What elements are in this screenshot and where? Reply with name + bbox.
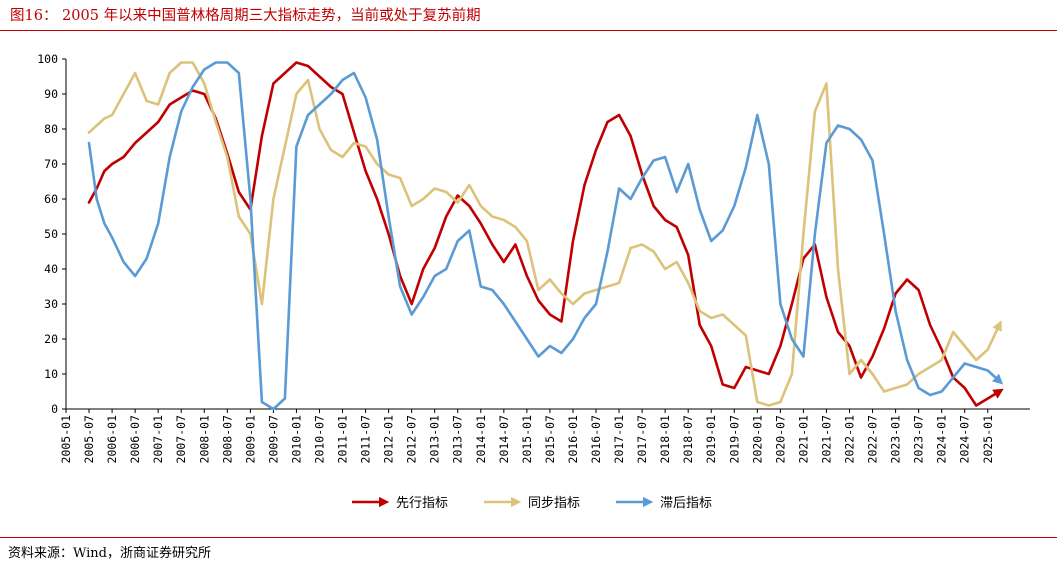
legend-label-3: 滞后指标 [660, 496, 712, 511]
x-tick-label: 2017-07 [635, 415, 649, 464]
x-tick-label: 2015-07 [543, 415, 557, 464]
series-line-2 [87, 61, 1002, 407]
x-tick-label: 2010-07 [312, 415, 326, 464]
x-tick-label: 2005-01 [59, 415, 73, 464]
x-tick-label: 2020-07 [773, 415, 787, 464]
x-tick-label: 2025-01 [981, 415, 995, 464]
x-tick-label: 2006-07 [128, 415, 142, 464]
chart-legend: 先行指标 同步指标 滞后指标 [352, 496, 712, 511]
legend-label-1: 先行指标 [396, 496, 448, 511]
x-tick-label: 2021-07 [819, 415, 833, 464]
x-tick-label: 2015-01 [520, 415, 534, 464]
y-tick-label: 60 [44, 192, 58, 206]
y-tick-label: 20 [44, 332, 58, 346]
x-tick-label: 2011-01 [336, 415, 350, 464]
title-divider [0, 30, 1057, 31]
x-tick-label: 2016-01 [566, 415, 580, 464]
chart-series [87, 61, 1004, 411]
y-tick-label: 90 [44, 87, 58, 101]
legend-label-2: 同步指标 [528, 496, 580, 511]
y-tick-label: 100 [37, 52, 58, 66]
y-tick-label: 0 [51, 402, 58, 416]
x-tick-label: 2012-07 [405, 415, 419, 464]
y-tick-label: 70 [44, 157, 58, 171]
x-tick-label: 2013-01 [428, 415, 442, 464]
x-tick-label: 2006-01 [105, 415, 119, 464]
x-tick-label: 2013-07 [451, 415, 465, 464]
x-tick-label: 2012-01 [382, 415, 396, 464]
x-tick-label: 2008-07 [220, 415, 234, 464]
x-tick-label: 2018-07 [681, 415, 695, 464]
x-tick-label: 2022-07 [866, 415, 880, 464]
x-tick-label: 2008-01 [197, 415, 211, 464]
chart-axes: 0 10 20 30 40 50 60 70 80 90 100 2005-01 2005-07 2006… [37, 52, 1030, 463]
x-tick-label: 2024-01 [935, 415, 949, 464]
x-tick-label: 2007-07 [174, 415, 188, 464]
y-tick-label: 30 [44, 297, 58, 311]
x-tick-label: 2023-07 [912, 415, 926, 464]
x-tick-label: 2009-01 [243, 415, 257, 464]
x-tick-label: 2023-01 [889, 415, 903, 464]
x-tick-label: 2019-01 [704, 415, 718, 464]
y-tick-label: 80 [44, 122, 58, 136]
x-tick-label: 2021-01 [796, 415, 810, 464]
x-tick-label: 2016-07 [589, 415, 603, 464]
x-tick-label: 2020-01 [750, 415, 764, 464]
x-tick-label: 2007-01 [151, 415, 165, 464]
x-tick-label: 2017-01 [612, 415, 626, 464]
x-tick-label: 2024-07 [958, 415, 972, 464]
x-tick-label: 2009-07 [266, 415, 280, 464]
x-tick-label: 2019-07 [727, 415, 741, 464]
x-tick-label: 2018-01 [658, 415, 672, 464]
x-tick-label: 2010-01 [289, 415, 303, 464]
series-line-3 [87, 61, 1004, 411]
y-tick-label: 10 [44, 367, 58, 381]
x-tick-label: 2005-07 [82, 415, 96, 464]
x-tick-label: 2011-07 [359, 415, 373, 464]
footer-divider [0, 537, 1057, 538]
x-tick-label: 2014-01 [474, 415, 488, 464]
series-line-1 [87, 61, 1004, 407]
y-tick-label: 50 [44, 227, 58, 241]
x-tick-label: 2022-01 [842, 415, 856, 464]
page-title: 图16： 2005 年以来中国普林格周期三大指标走势，当前或处于复苏前期 [10, 8, 481, 24]
source-note: 资料来源：Wind，浙商证券研究所 [8, 546, 211, 561]
x-tick-label: 2014-07 [497, 415, 511, 464]
y-tick-label: 40 [44, 262, 58, 276]
line-chart: 0 10 20 30 40 50 60 70 80 90 100 2005-01 2005-07 2006… [37, 52, 1030, 511]
